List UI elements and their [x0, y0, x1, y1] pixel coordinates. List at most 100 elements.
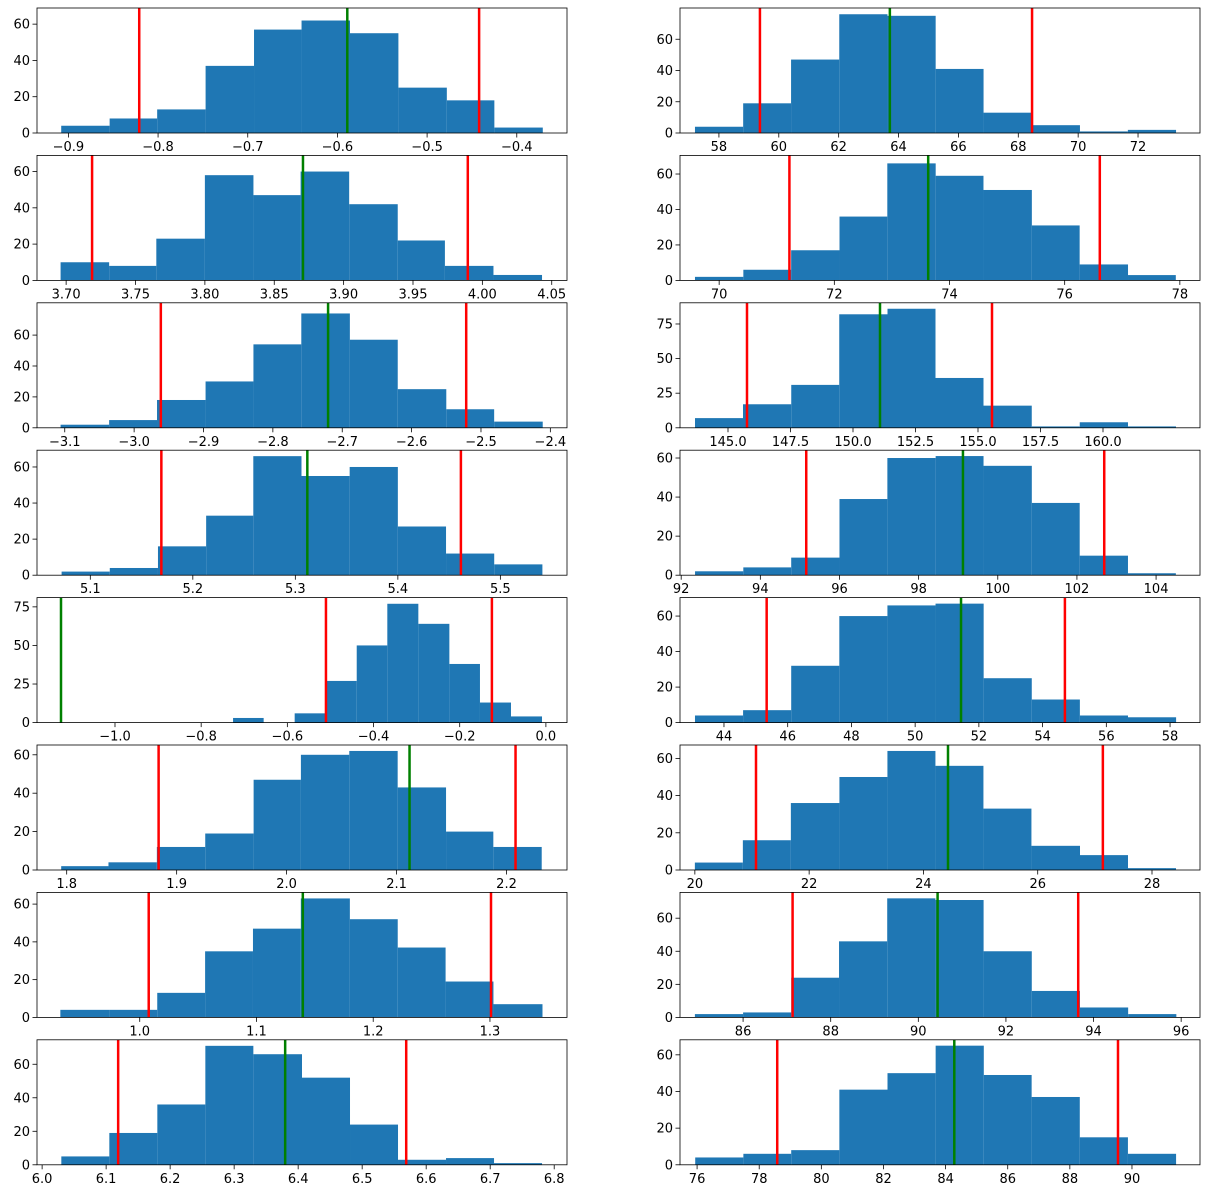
- x-tick-label: 94: [1085, 1024, 1102, 1039]
- subplot: 6.0 6.1 6.2 6.3 6.4 6.5 6.6 6.7 6.8 0 20 40 60: [13, 1039, 568, 1187]
- histogram-bar: [887, 308, 936, 428]
- x-tick-label: 86: [735, 1024, 752, 1039]
- y-tick-label: 0: [22, 864, 30, 879]
- histogram-bar: [935, 603, 984, 723]
- x-tick-label: 1.1: [246, 1024, 267, 1039]
- histogram-bar: [887, 898, 936, 1018]
- y-tick-label: 60: [13, 18, 30, 33]
- histogram-bar: [254, 29, 302, 133]
- x-tick-label: 6.6: [416, 1172, 437, 1187]
- histogram-bar: [397, 947, 446, 1018]
- histogram-bar: [1031, 125, 1080, 133]
- histogram-bar: [983, 465, 1032, 576]
- histogram-bar: [493, 274, 543, 281]
- x-tick-label: 58: [711, 140, 728, 155]
- histogram-bar: [935, 456, 984, 576]
- axes-frame: [36, 302, 568, 429]
- y-tick-label: 60: [13, 460, 30, 475]
- x-tick-label: 3.75: [121, 287, 150, 302]
- x-tick-label: 1.9: [166, 877, 187, 892]
- y-tick-label: 20: [13, 390, 30, 405]
- subplot: −0.9 −0.8 −0.7 −0.6 −0.5 −0.4 0 20 40 60: [13, 7, 568, 155]
- x-tick-label: 3.85: [260, 287, 289, 302]
- histogram-bar: [294, 713, 326, 723]
- axes-frame: [679, 892, 1201, 1018]
- x-tick-label: 152.5: [897, 435, 934, 450]
- x-tick-label: 76: [689, 1172, 706, 1187]
- y-tick-label: 60: [656, 1048, 673, 1063]
- x-tick-label: 90: [910, 1024, 927, 1039]
- histogram-bar: [1031, 990, 1080, 1018]
- histogram-bar: [694, 715, 744, 723]
- y-tick-label: 0: [22, 1011, 30, 1026]
- x-tick-label: 44: [716, 730, 733, 745]
- histogram-bar: [839, 216, 888, 281]
- subplot: −1.0 −0.8 −0.6 −0.4 −0.2 0.0 0 25 50 75: [13, 597, 568, 745]
- histogram-bar: [1128, 868, 1176, 870]
- y-tick-label: 40: [656, 64, 673, 79]
- histogram-bar: [887, 605, 936, 723]
- x-tick-label: 24: [915, 877, 932, 892]
- axes-frame: [36, 892, 568, 1018]
- x-tick-label: 26: [1029, 877, 1046, 892]
- y-tick-label: 40: [656, 789, 673, 804]
- histogram-bar: [1128, 1014, 1177, 1018]
- histogram-bar: [302, 1077, 351, 1165]
- histogram-bar: [1127, 1153, 1177, 1165]
- plot-area: [694, 745, 1176, 870]
- histogram-bar: [887, 750, 936, 870]
- histogram-bar: [156, 846, 206, 870]
- histogram-bar: [983, 112, 1032, 133]
- histogram-bar: [325, 680, 357, 723]
- subplot: 20 22 24 26 28 0 20 40 60: [656, 744, 1201, 892]
- y-tick-label: 75: [13, 600, 30, 615]
- histogram-bar: [397, 389, 447, 428]
- histogram-bar: [397, 526, 447, 576]
- x-tick-label: 160.0: [1084, 435, 1121, 450]
- histogram-bar: [60, 1009, 110, 1018]
- y-tick-label: 0: [22, 716, 30, 731]
- histogram-bar: [60, 424, 110, 428]
- histogram-bar: [157, 546, 207, 576]
- x-tick-label: 78: [1172, 287, 1189, 302]
- histogram-bar: [494, 127, 543, 133]
- plot-area: [59, 597, 543, 723]
- y-tick-label: 40: [656, 1085, 673, 1100]
- y-tick-label: 60: [656, 33, 673, 48]
- histogram-bar: [935, 68, 984, 133]
- x-tick-label: 6.8: [544, 1172, 565, 1187]
- x-tick-label: −0.6: [272, 730, 304, 745]
- histogram-bar: [694, 126, 744, 133]
- plot-area: [61, 450, 543, 576]
- y-tick-label: 20: [656, 681, 673, 696]
- histogram-bar: [253, 344, 302, 428]
- histogram-bar: [349, 750, 398, 870]
- histogram-bar: [1031, 426, 1080, 428]
- plot-area: [694, 8, 1177, 133]
- x-tick-label: 82: [875, 1172, 892, 1187]
- x-tick-label: 155.0: [959, 435, 996, 450]
- x-tick-label: 22: [801, 877, 818, 892]
- axes-frame: [679, 154, 1201, 281]
- histogram-bar: [446, 409, 495, 428]
- x-tick-label: −0.5: [411, 140, 443, 155]
- histogram-bar: [109, 420, 158, 428]
- y-tick-label: 60: [13, 748, 30, 763]
- y-tick-label: 40: [13, 1091, 30, 1106]
- histogram-bar: [935, 765, 984, 870]
- y-tick-label: 60: [13, 165, 30, 180]
- histogram-bar: [1031, 1096, 1080, 1165]
- y-tick-label: 40: [656, 945, 673, 960]
- histogram-bar: [791, 977, 840, 1018]
- x-tick-label: 96: [1173, 1024, 1190, 1039]
- histogram-bar: [61, 866, 109, 870]
- histogram-bar: [418, 623, 450, 723]
- histogram-bar: [446, 553, 495, 576]
- x-tick-label: 6.4: [288, 1172, 309, 1187]
- histogram-bar: [1127, 573, 1176, 576]
- histogram-bar: [397, 787, 447, 870]
- histogram-bar: [1031, 225, 1080, 281]
- histogram-bar: [983, 405, 1032, 428]
- histogram-bar: [300, 898, 350, 1018]
- y-tick-label: 0: [665, 274, 673, 289]
